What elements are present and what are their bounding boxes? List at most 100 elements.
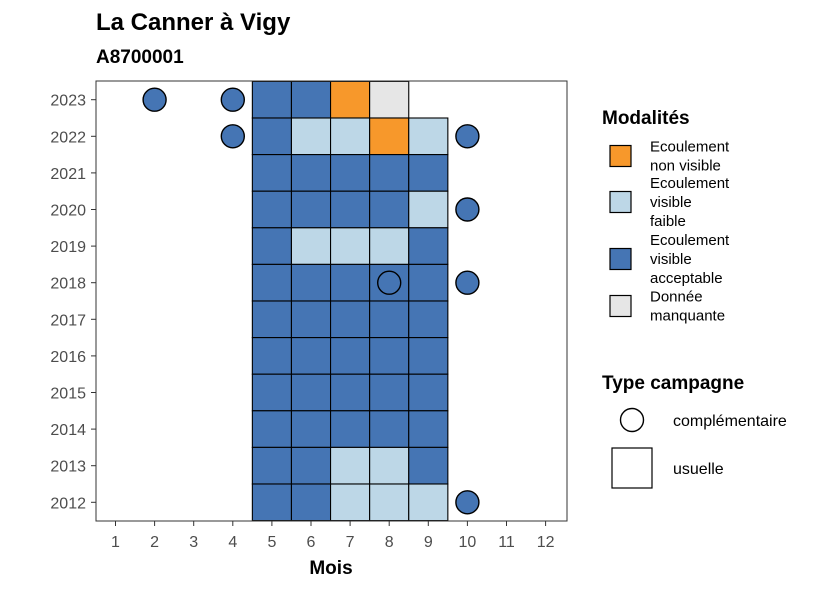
tile-2016-5	[251, 337, 293, 375]
chart-title: La Canner à Vigy	[96, 9, 291, 36]
tile-2023-5	[251, 80, 293, 119]
y-tick-label-2012: 2012	[50, 495, 86, 512]
y-tick-label-2013: 2013	[50, 459, 86, 476]
x-tick-label-5: 5	[267, 534, 276, 551]
point-2022-4	[220, 124, 246, 149]
tile-2015-8	[369, 373, 410, 412]
x-axis-title: Mois	[309, 558, 352, 579]
x-tick-label-9: 9	[424, 534, 433, 551]
legend-label-nv: Ecoulement non visible	[650, 139, 730, 175]
legend-modalites: Modalités Ecoulement non visibleEcoulemen…	[602, 108, 730, 325]
x-tick-label-6: 6	[307, 534, 316, 551]
point-2020-10	[455, 197, 480, 222]
tile-2021-6	[290, 154, 332, 192]
tile-2019-7	[329, 227, 371, 265]
tile-2013-8	[369, 446, 410, 485]
tile-2018-5	[251, 263, 293, 302]
tile-2012-5	[251, 483, 293, 522]
tile-2018-7	[329, 263, 371, 302]
tile-2019-8	[369, 227, 410, 265]
point-2022-10	[455, 124, 480, 149]
tile-2022-7	[329, 117, 371, 156]
tile-2014-6	[290, 410, 332, 448]
legend-key-va	[609, 247, 632, 271]
tile-2017-8	[369, 300, 410, 339]
legend-campagne-title: Type campagne	[602, 373, 744, 394]
point-2018-8	[377, 270, 402, 295]
x-tick-label-1: 1	[111, 534, 120, 551]
tile-2016-9	[408, 337, 449, 375]
tile-2014-8	[369, 410, 410, 448]
tile-2021-9	[408, 154, 449, 192]
point-2023-4	[220, 87, 246, 112]
tile-2017-5	[251, 300, 293, 339]
tile-2012-7	[329, 483, 371, 522]
tile-2012-8	[369, 483, 410, 522]
tile-2013-9	[408, 446, 449, 485]
y-tick-label-2020: 2020	[50, 203, 86, 220]
x-tick-label-12: 12	[537, 534, 555, 551]
tile-2013-7	[329, 446, 371, 485]
legend-label-vf: Ecoulement visible faible	[650, 175, 730, 230]
tile-2019-6	[290, 227, 332, 265]
y-tick-label-2018: 2018	[50, 276, 86, 293]
legend-campagne: Type campagne complémentaire usuelle	[602, 373, 787, 489]
tile-2015-9	[408, 373, 449, 412]
tile-2014-9	[408, 410, 449, 448]
x-axis: 1 2 3 4 5 6 7 8 9 10 11 12	[111, 521, 555, 551]
tile-2022-9	[408, 117, 449, 156]
tile-2023-7	[329, 80, 371, 119]
x-tick-label-4: 4	[228, 534, 237, 551]
y-tick-label-2019: 2019	[50, 239, 86, 256]
tile-2021-5	[251, 154, 293, 192]
y-tick-label-2014: 2014	[50, 422, 86, 439]
tile-2018-6	[290, 263, 332, 302]
tile-2022-6	[290, 117, 332, 156]
tile-2016-7	[329, 337, 371, 375]
tile-2017-7	[329, 300, 371, 339]
legend-label-va: Ecoulement visible acceptable	[650, 232, 730, 287]
point-2018-10	[455, 270, 480, 295]
tile-2012-9	[408, 483, 449, 522]
tile-2014-7	[329, 410, 371, 448]
y-tick-label-2015: 2015	[50, 386, 86, 403]
tile-2018-9	[408, 263, 449, 302]
y-tick-label-2023: 2023	[50, 93, 86, 110]
x-tick-label-3: 3	[189, 534, 198, 551]
legend-label-dm: Donnée manquante	[650, 289, 725, 325]
y-tick-label-2017: 2017	[50, 312, 86, 329]
x-tick-label-11: 11	[498, 534, 515, 551]
tile-2016-6	[290, 337, 332, 375]
legend-key-usuelle	[611, 447, 653, 489]
point-2023-2	[142, 87, 167, 112]
tile-2015-6	[290, 373, 332, 412]
tile-2014-5	[251, 410, 293, 448]
tile-2022-5	[251, 117, 293, 156]
y-tick-label-2016: 2016	[50, 349, 86, 366]
y-tick-label-2021: 2021	[50, 166, 86, 183]
tile-2012-6	[290, 483, 332, 522]
tile-2020-8	[369, 190, 410, 229]
usuelle-tiles	[251, 80, 449, 522]
legend-key-complementaire	[619, 407, 645, 433]
tile-2016-8	[369, 337, 410, 375]
tile-2020-6	[290, 190, 332, 229]
tile-2019-5	[251, 227, 293, 265]
tile-2020-7	[329, 190, 371, 229]
legend-key-vf	[609, 190, 632, 214]
chart-subtitle: A8700001	[96, 47, 184, 68]
tile-2021-7	[329, 154, 371, 192]
tile-2015-7	[329, 373, 371, 412]
point-2012-10	[455, 490, 480, 515]
tile-2021-8	[369, 154, 410, 192]
tile-2013-5	[251, 446, 293, 485]
legend-key-nv	[609, 144, 632, 168]
tile-2023-8	[369, 80, 410, 119]
tile-2017-6	[290, 300, 332, 339]
legend-label-complementaire: complémentaire	[673, 413, 787, 430]
plot-border	[95, 80, 568, 522]
tile-2015-5	[251, 373, 293, 412]
x-tick-label-7: 7	[346, 534, 355, 551]
x-tick-label-2: 2	[150, 534, 159, 551]
